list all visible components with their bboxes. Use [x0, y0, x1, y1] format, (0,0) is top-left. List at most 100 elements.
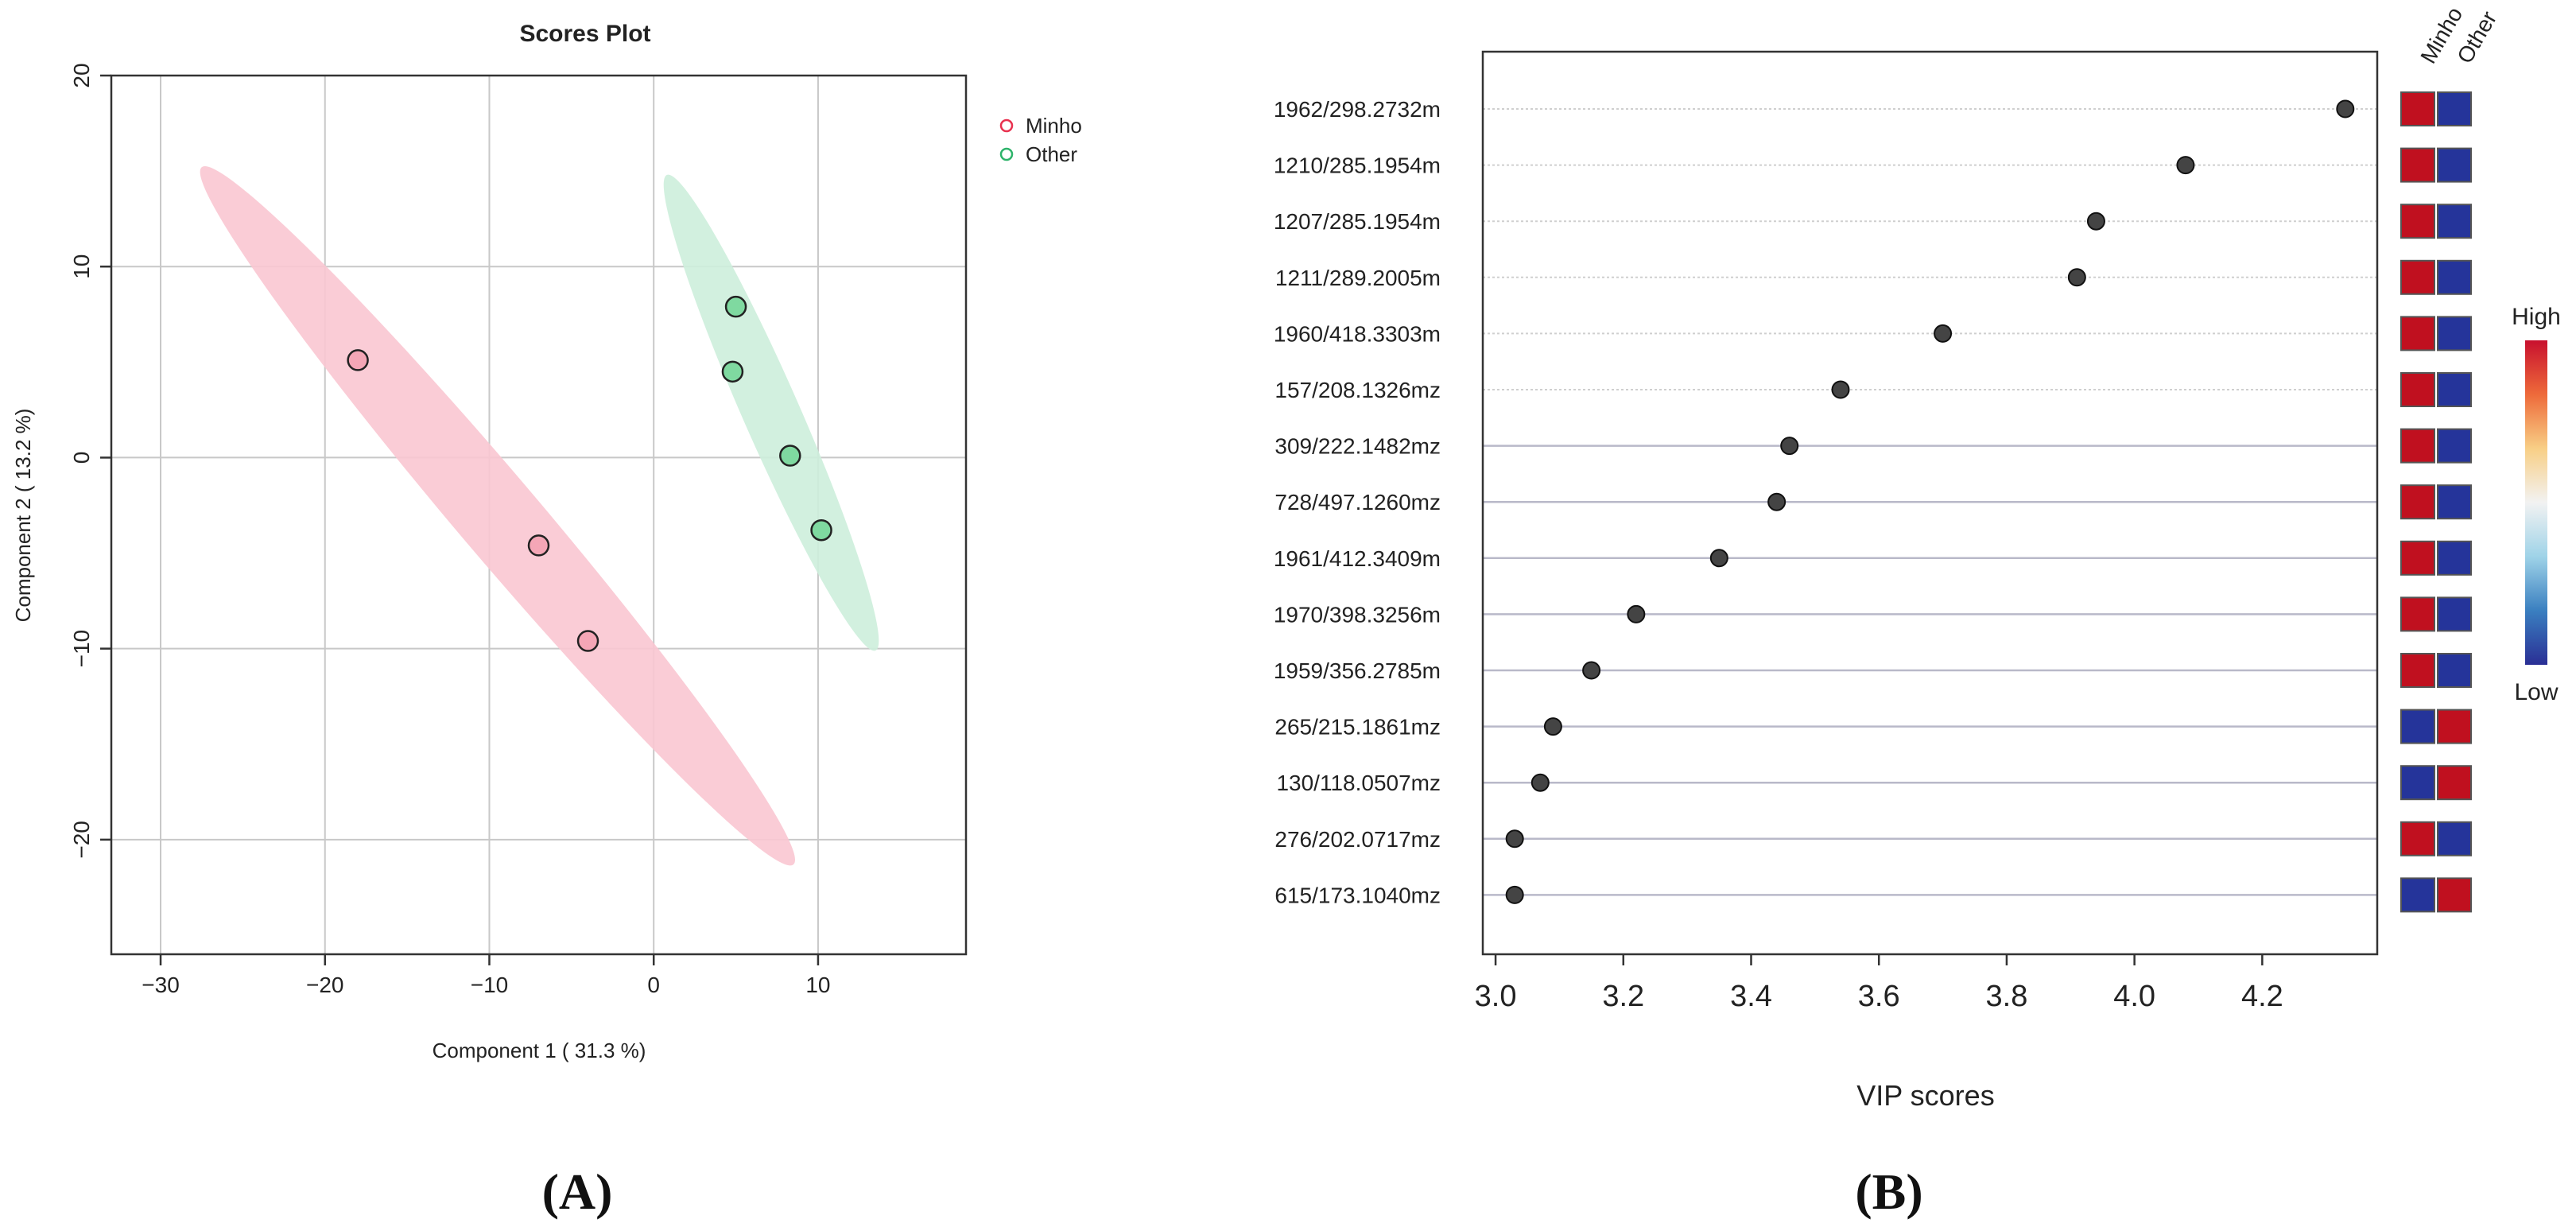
- ellipse-minho: [200, 166, 795, 866]
- heat-cell-11-other: [2437, 709, 2472, 744]
- scores-plot-x-ticks: −30 −20 −10 0 10: [142, 954, 831, 997]
- panel-a-label: (A): [542, 1163, 613, 1220]
- vip-x-tick-label-1: 3.2: [1602, 980, 1644, 1013]
- scores-plot-panel: Scores Plot −30 −20 −10 0 10 −20 −10 0 10 20 Com…: [11, 21, 1082, 1220]
- y-tick-label-0: −20: [69, 821, 94, 859]
- y-tick-label-3: 10: [69, 254, 94, 279]
- x-tick-label-0: −30: [142, 973, 180, 997]
- scores-plot-legend: Minho Other: [999, 114, 1082, 166]
- heat-cell-14-minho: [2400, 877, 2435, 913]
- vip-point-10: [1582, 661, 1601, 680]
- vip-x-tick-label-3: 3.6: [1858, 980, 1900, 1013]
- heat-cell-5-other: [2437, 372, 2472, 407]
- heat-cell-0-minho: [2400, 91, 2435, 126]
- legend-minho-label: Minho: [1026, 114, 1082, 138]
- legend-minho-marker: [999, 118, 1014, 133]
- legend-other-marker: [999, 147, 1014, 161]
- y-tick-label-4: 20: [69, 63, 94, 87]
- heat-cell-8-other: [2437, 540, 2472, 576]
- vip-point-9: [1627, 604, 1646, 623]
- point-minho-2: [576, 630, 599, 652]
- vip-feature-label-2: 1207/285.1954m: [1274, 209, 1441, 234]
- point-other-2: [779, 445, 801, 467]
- heat-cell-0-other: [2437, 91, 2472, 126]
- scores-plot-points: [347, 295, 832, 652]
- point-minho-0: [347, 349, 369, 371]
- y-tick-label-1: −10: [69, 630, 94, 668]
- vip-plot-frame: [1481, 50, 2379, 956]
- x-tick-label-1: −20: [306, 973, 344, 997]
- scores-plot-x-label: Component 1 ( 31.3 %): [433, 1039, 646, 1062]
- vip-feature-label-0: 1962/298.2732m: [1274, 97, 1441, 122]
- vip-point-11: [1543, 717, 1562, 736]
- heat-cell-11-minho: [2400, 709, 2435, 744]
- heat-cell-1-other: [2437, 147, 2472, 183]
- heat-cell-4-minho: [2400, 316, 2435, 351]
- point-other-0: [724, 295, 747, 318]
- vip-x-label: VIP scores: [1856, 1079, 1994, 1112]
- scores-plot-y-ticks: −20 −10 0 10 20: [69, 63, 111, 859]
- vip-point-8: [1709, 549, 1728, 568]
- point-minho-1: [527, 534, 550, 557]
- vip-feature-label-14: 615/173.1040mz: [1274, 883, 1441, 907]
- heat-cell-6-minho: [2400, 428, 2435, 464]
- vip-feature-label-11: 265/215.1861mz: [1274, 715, 1441, 740]
- colorbar-high-label: High: [2512, 304, 2561, 330]
- y-tick-label-2: 0: [69, 452, 94, 464]
- heat-cell-7-minho: [2400, 484, 2435, 520]
- vip-point-12: [1530, 773, 1550, 792]
- vip-feature-label-7: 728/497.1260mz: [1274, 490, 1441, 515]
- vip-feature-label-9: 1970/398.3256m: [1274, 602, 1441, 627]
- vip-feature-label-5: 157/208.1326mz: [1274, 378, 1441, 402]
- scores-plot-ellipses: [200, 166, 879, 866]
- heat-cell-7-other: [2437, 484, 2472, 520]
- vip-x-tick-label-0: 3.0: [1475, 980, 1517, 1013]
- vip-point-14: [1505, 885, 1524, 904]
- vip-feature-label-12: 130/118.0507mz: [1276, 771, 1441, 795]
- heat-cell-5-minho: [2400, 372, 2435, 407]
- vip-x-tick-label-5: 4.0: [2113, 980, 2155, 1013]
- vip-feature-label-13: 276/202.0717mz: [1274, 827, 1441, 852]
- vip-feature-label-1: 1210/285.1954m: [1274, 153, 1441, 178]
- vip-point-4: [1934, 324, 1953, 343]
- heat-cell-12-other: [2437, 765, 2472, 801]
- vip-x-tick-label-2: 3.4: [1730, 980, 1772, 1013]
- scores-plot-y-label: Component 2 ( 13.2 %): [11, 409, 35, 623]
- colorbar-low-label: Low: [2514, 679, 2558, 705]
- heat-cell-13-other: [2437, 821, 2472, 856]
- vip-plot-panel: 1962/298.2732m 1210/285.1954m 1207/285.195…: [1274, 2, 2561, 1220]
- vip-point-3: [2067, 268, 2086, 287]
- legend-other-label: Other: [1026, 142, 1077, 166]
- colorbar: [2525, 340, 2547, 665]
- vip-point-7: [1767, 492, 1787, 511]
- vip-point-1: [2176, 156, 2195, 175]
- heat-cell-9-minho: [2400, 596, 2435, 632]
- vip-feature-rows: 1962/298.2732m 1210/285.1954m 1207/285.195…: [1274, 97, 2377, 907]
- vip-heatmap: [2400, 91, 2472, 913]
- point-other-1: [721, 360, 744, 383]
- x-tick-label-3: 0: [647, 973, 660, 997]
- vip-point-13: [1505, 829, 1524, 848]
- heat-cell-14-other: [2437, 877, 2472, 913]
- vip-feature-label-3: 1211/289.2005m: [1275, 266, 1441, 290]
- heat-cell-12-minho: [2400, 765, 2435, 801]
- heat-cell-6-other: [2437, 428, 2472, 464]
- heat-cell-8-minho: [2400, 540, 2435, 576]
- heat-cell-4-other: [2437, 316, 2472, 351]
- scores-plot-frame: [110, 74, 968, 956]
- vip-feature-label-6: 309/222.1482mz: [1274, 434, 1441, 459]
- heat-cell-2-other: [2437, 204, 2472, 239]
- vip-feature-label-8: 1961/412.3409m: [1274, 546, 1441, 571]
- vip-x-tick-label-4: 3.8: [1986, 980, 2028, 1013]
- heat-cell-3-minho: [2400, 259, 2435, 295]
- heat-cell-3-other: [2437, 259, 2472, 295]
- vip-feature-label-10: 1959/356.2785m: [1274, 658, 1441, 683]
- vip-point-5: [1831, 380, 1850, 399]
- heat-cell-2-minho: [2400, 204, 2435, 239]
- panel-b-label: (B): [1855, 1163, 1922, 1220]
- scores-plot-title: Scores Plot: [519, 21, 650, 47]
- point-other-3: [810, 518, 832, 542]
- heat-cell-10-minho: [2400, 653, 2435, 688]
- vip-x-tick-label-6: 4.2: [2241, 980, 2283, 1013]
